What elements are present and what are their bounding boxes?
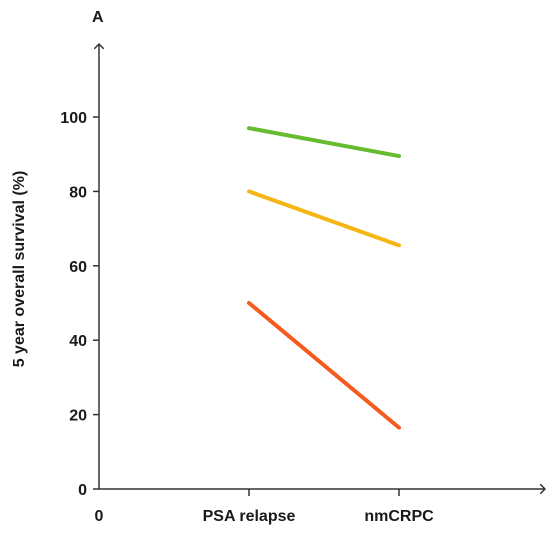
series-line-1 bbox=[247, 126, 401, 159]
y-tick-label: 60 bbox=[69, 259, 87, 276]
x-axis-ticks: PSA relapse nmCRPC bbox=[203, 489, 434, 525]
x-tick-label: PSA relapse bbox=[203, 508, 296, 525]
y-tick-label: 0 bbox=[78, 482, 87, 499]
panel-label: A bbox=[92, 9, 104, 26]
y-axis-ticks: 0 20 40 60 80 100 bbox=[60, 110, 99, 499]
y-tick-label: 100 bbox=[60, 110, 87, 127]
y-axis-title: 5 year overall survival (%) bbox=[11, 171, 28, 368]
x-origin-label: 0 bbox=[95, 508, 104, 525]
y-tick-label: 20 bbox=[69, 408, 87, 425]
series-line-2 bbox=[247, 189, 401, 248]
x-tick-label: nmCRPC bbox=[364, 508, 434, 525]
y-tick-label: 40 bbox=[69, 333, 87, 350]
y-tick-label: 80 bbox=[69, 184, 87, 201]
series-line-3 bbox=[247, 301, 401, 430]
series-lines bbox=[247, 126, 401, 430]
